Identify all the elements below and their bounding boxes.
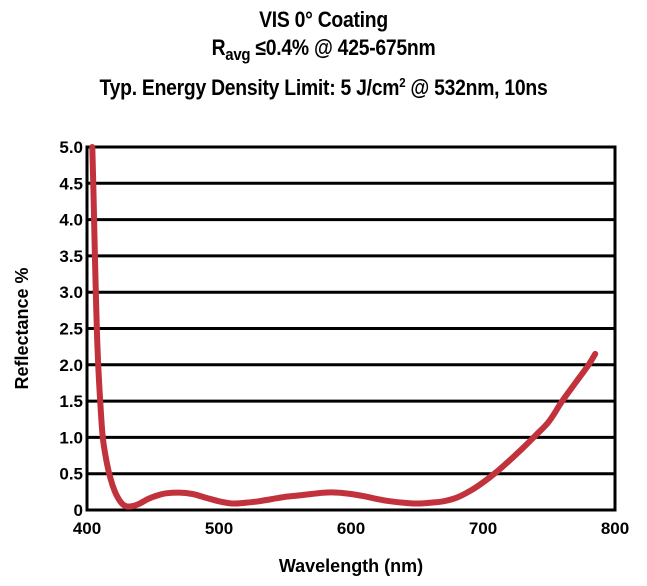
y-tick-label: 2.5 [59, 320, 83, 339]
y-tick-label: 2.0 [59, 356, 83, 375]
y-tick-labels: 0 0.5 1.0 1.5 2.0 2.5 3.0 3.5 4.0 4.5 5.0 [59, 138, 83, 520]
x-tick-labels: 400 500 600 700 800 [73, 519, 629, 538]
y-tick-label: 0.5 [59, 465, 83, 484]
chart-title: VIS 0° Coating [259, 7, 388, 32]
x-tick-label: 500 [205, 519, 233, 538]
x-tick-label: 800 [601, 519, 629, 538]
x-tick-label: 700 [469, 519, 497, 538]
plot-frame [85, 145, 617, 512]
chart-energy-limit: Typ. Energy Density Limit: 5 J/cm2 @ 532… [39, 69, 608, 102]
y-tick-label: 4.0 [59, 211, 83, 230]
subtitle-spec: ≤0.4% @ 425-675nm [250, 35, 436, 60]
y-tick-label: 1.0 [59, 428, 83, 447]
y-axis-label: Reflectance % [12, 267, 32, 389]
subtitle-r: R [211, 35, 226, 60]
energy-limit-text: Typ. Energy Density Limit: 5 J/cm [99, 75, 400, 100]
x-tick-label: 600 [337, 519, 365, 538]
gridlines [87, 181, 615, 476]
y-tick-label: 0 [74, 501, 83, 520]
subtitle-avg-subscript: avg [225, 45, 251, 64]
x-axis-label: Wavelength (nm) [279, 556, 423, 576]
y-tick-label: 4.5 [59, 174, 83, 193]
chart-subtitle: Ravg ≤0.4% @ 425-675nm [39, 34, 608, 69]
series-line-reflectance [89, 144, 599, 510]
y-tick-label: 3.0 [59, 283, 83, 302]
y-tick-label: 3.5 [59, 247, 83, 266]
y-tick-label: 1.5 [59, 392, 83, 411]
energy-limit-conditions: @ 532nm, 10ns [405, 75, 548, 100]
energy-limit-superscript: 2 [399, 75, 406, 90]
x-tick-label: 400 [73, 519, 101, 538]
y-tick-label: 5.0 [59, 138, 83, 157]
chart-titles: VIS 0° Coating Ravg ≤0.4% @ 425-675nm Ty… [0, 6, 647, 102]
